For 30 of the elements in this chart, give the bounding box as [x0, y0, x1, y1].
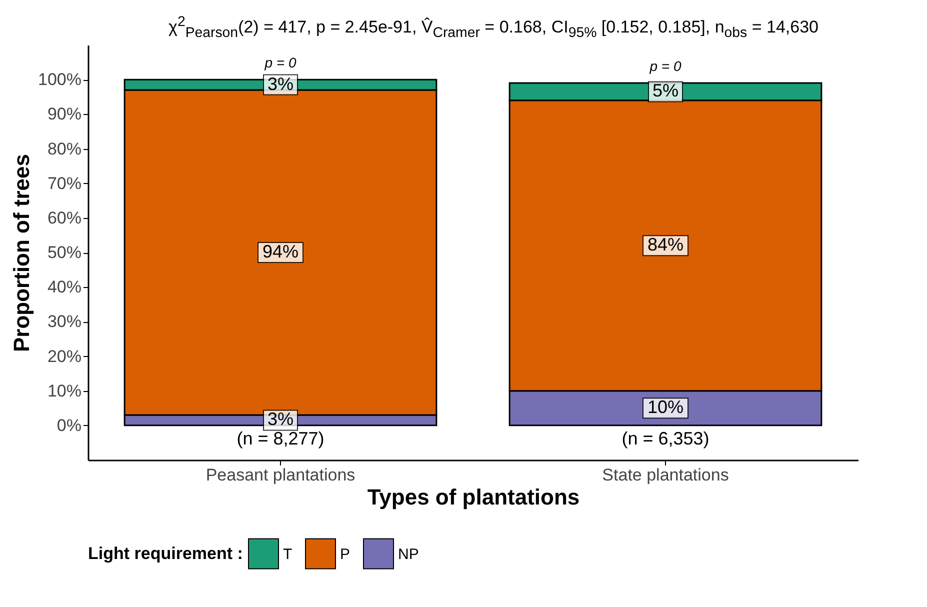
y-tick-label: 80% — [47, 139, 82, 158]
legend-label: NP — [398, 546, 419, 563]
y-tick-label: 20% — [47, 346, 82, 366]
data-label: 94% — [262, 242, 299, 262]
legend-title: Light requirement : — [88, 544, 243, 563]
y-tick-label: 50% — [47, 243, 82, 262]
annotation: (n = 6,353) — [622, 428, 710, 448]
chart-title: χ$^{2}$$_{Pearson}$(2) = 417, p = 2.45e-91, V̂$_{Cramer}$ = 0.168, CI$_{95%}$ [0.152, 0.185], n$_{obs}$ = 14,630 — [168, 14, 818, 42]
legend-label: T — [283, 546, 292, 563]
annotation: (n = 8,277) — [236, 428, 324, 448]
x-tick-label: State plantations — [602, 466, 729, 484]
data-label: 84% — [647, 234, 684, 255]
data-label: 10% — [647, 397, 684, 418]
data-label: 5% — [652, 80, 679, 101]
y-tick-label: 40% — [47, 278, 82, 297]
y-tick-label: 10% — [47, 381, 82, 400]
legend-label: P — [340, 546, 350, 563]
y-tick-label: 0% — [56, 416, 82, 435]
annotation: p = 0 — [264, 54, 296, 71]
y-tick-label: 30% — [47, 312, 82, 332]
data-label: 3% — [267, 74, 294, 94]
annotation: p = 0 — [648, 58, 682, 74]
y-tick-label: 60% — [47, 208, 82, 228]
y-tick-label: 90% — [47, 104, 82, 124]
x-tick-label: Peasant plantations — [206, 466, 356, 484]
y-tick-label: 70% — [47, 174, 82, 193]
y-tick-label: 100% — [38, 70, 82, 90]
x-axis-title: Types of plantations — [367, 484, 580, 510]
data-label: 3% — [267, 409, 294, 430]
y-axis-title: Proportion of trees — [9, 154, 34, 352]
